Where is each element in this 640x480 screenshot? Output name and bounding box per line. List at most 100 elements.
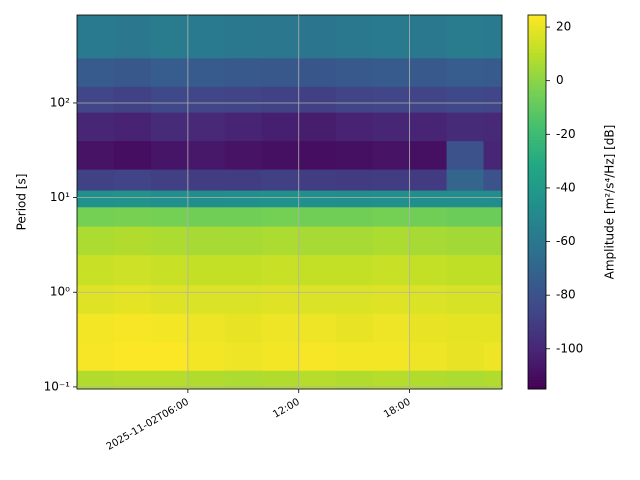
cell — [483, 206, 503, 227]
colorbar-segment — [528, 198, 546, 203]
cell — [150, 313, 189, 343]
colorbar-segment — [528, 379, 546, 384]
colorbar-segment — [528, 323, 546, 328]
colorbar-segment — [528, 71, 546, 75]
colorbar-segment — [528, 139, 546, 144]
cell — [150, 112, 189, 142]
cell — [298, 284, 337, 314]
cell — [150, 284, 189, 314]
colorbar-segment — [528, 177, 546, 181]
cell — [446, 226, 485, 256]
cell — [446, 284, 485, 314]
colorbar-segment — [528, 99, 546, 103]
cell — [261, 206, 300, 227]
colorbar-segment — [528, 320, 546, 325]
colorbar-segment — [528, 348, 546, 353]
cell — [77, 86, 115, 113]
cell — [446, 341, 485, 371]
colorbar-segment — [528, 49, 546, 53]
colorbar-segment — [528, 217, 546, 222]
cell — [187, 86, 226, 113]
cell — [77, 190, 115, 208]
colorbar-segment — [528, 36, 546, 41]
colorbar-segment — [528, 24, 546, 28]
cell — [113, 190, 152, 208]
cell — [224, 112, 263, 142]
cell — [483, 112, 503, 142]
cell — [446, 169, 485, 191]
y-tick-label: 10⁻¹ — [44, 379, 71, 393]
cell — [298, 206, 337, 227]
cell — [446, 190, 485, 208]
colorbar-segment — [528, 367, 546, 371]
cell — [261, 370, 300, 390]
cell — [224, 341, 263, 371]
colorbar-segment — [528, 267, 546, 272]
colorbar-segment — [528, 360, 546, 365]
colorbar-tick-label: -20 — [556, 127, 576, 141]
cell — [77, 112, 115, 142]
colorbar-segment — [528, 311, 546, 315]
cell — [409, 169, 448, 191]
colorbar-segment — [528, 58, 546, 63]
colorbar-segment — [528, 92, 546, 97]
colorbar-tick-label: -40 — [556, 180, 576, 194]
colorbar-segment — [528, 142, 546, 147]
cell — [483, 15, 503, 59]
cell — [150, 169, 189, 191]
cell — [446, 57, 485, 87]
colorbar-segment — [528, 108, 546, 113]
cell — [446, 15, 485, 59]
colorbar-segment — [528, 223, 546, 228]
cell — [261, 226, 300, 256]
cell — [261, 284, 300, 314]
colorbar-segment — [528, 242, 546, 247]
colorbar-segment — [528, 130, 546, 134]
colorbar-segment — [528, 64, 546, 69]
colorbar-tick-label: -100 — [556, 341, 583, 355]
colorbar-tick-label: -80 — [556, 288, 576, 302]
cell — [187, 370, 226, 390]
colorbar-segment — [528, 239, 546, 244]
cell — [187, 284, 226, 314]
colorbar-segment — [528, 136, 546, 141]
cell — [298, 140, 337, 170]
cell — [446, 254, 485, 286]
colorbar-segment — [528, 351, 546, 356]
cell — [261, 112, 300, 142]
cell — [409, 15, 448, 59]
cell — [261, 140, 300, 170]
cell — [113, 169, 152, 191]
colorbar-segment — [528, 27, 546, 32]
colorbar-segment — [528, 152, 546, 156]
cell — [113, 341, 152, 371]
cell — [483, 169, 503, 191]
cell — [335, 226, 374, 256]
colorbar-segment — [528, 33, 546, 38]
colorbar-segment — [528, 195, 546, 200]
cell — [335, 370, 374, 390]
cell — [113, 226, 152, 256]
cell — [483, 254, 503, 286]
colorbar-segment — [528, 254, 546, 259]
colorbar-segment — [528, 354, 546, 359]
cell — [409, 112, 448, 142]
colorbar-segment — [528, 289, 546, 293]
colorbar-segment — [528, 74, 546, 78]
colorbar-segment — [528, 83, 546, 88]
colorbar-segment — [528, 370, 546, 374]
cell — [187, 206, 226, 227]
colorbar-segment — [528, 258, 546, 262]
colorbar-segment — [528, 251, 546, 256]
cell — [77, 341, 115, 371]
cell — [372, 313, 411, 343]
cell — [409, 341, 448, 371]
heatmap — [77, 15, 503, 390]
cell — [335, 169, 374, 191]
cell — [298, 15, 337, 59]
cell — [150, 86, 189, 113]
cell — [446, 370, 485, 390]
colorbar-segment — [528, 114, 546, 119]
cell — [335, 284, 374, 314]
colorbar-segment — [528, 233, 546, 237]
